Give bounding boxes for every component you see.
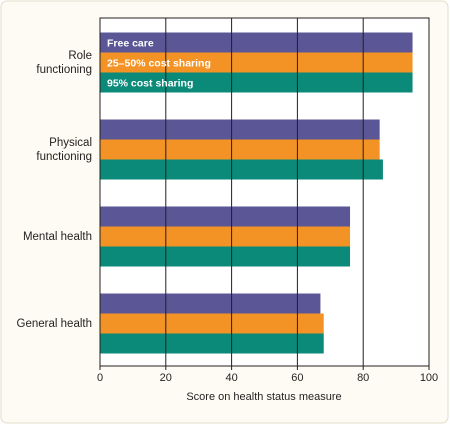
legend-label: 95% cost sharing [107,77,193,89]
x-tick-label: 20 [160,372,172,384]
bar [100,52,413,73]
y-tick-label: Role functioning [36,49,92,76]
bar [100,119,380,140]
y-tick-label: Mental health [22,230,92,243]
bar [100,313,324,334]
x-tick-label: 0 [97,372,103,384]
bar [100,72,413,93]
bar [100,226,351,247]
bar [100,32,413,53]
plot-border [99,17,430,367]
x-tick-label: 100 [420,372,438,384]
bar [100,246,351,267]
x-tick-label: 40 [225,372,237,384]
x-tick-label: 80 [357,372,369,384]
y-tick-label: Physical functioning [36,136,92,163]
bar [100,333,324,354]
legend-label: Free care [107,37,154,49]
bar [100,293,321,314]
legend-label: 25–50% cost sharing [107,57,211,69]
x-tick-label: 60 [291,372,303,384]
y-tick-label: General health [16,317,92,330]
bar [100,159,383,180]
x-axis-label: Score on health status measure [186,391,341,403]
bar [100,139,380,160]
bar [100,206,351,227]
